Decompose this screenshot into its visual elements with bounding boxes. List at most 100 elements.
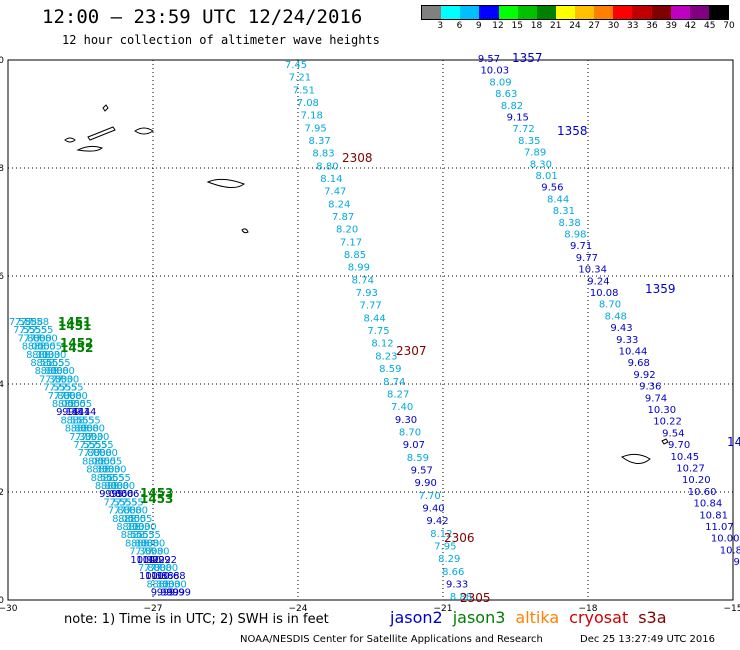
wave-value-west: 7.80 (23, 333, 45, 344)
wave-value-west: 8.30 (116, 522, 138, 533)
lon-tick-label: −30 (0, 604, 18, 614)
legend-entry-s3a: s3a (638, 608, 667, 627)
wave-value-2308: 7.51 (293, 85, 315, 96)
wave-value-1357: 9.36 (639, 382, 661, 393)
wave-value-west: 8.55 (78, 415, 100, 426)
pass-label-2307: 2307 (396, 344, 427, 358)
wave-value-west: 8.80 (137, 538, 159, 549)
wave-value-west: 8.55 (109, 473, 131, 484)
lat-tick-label: 40 (0, 56, 4, 66)
wave-value-west: 8.80 (143, 538, 165, 549)
wave-value-2308: 9.42 (426, 516, 448, 527)
scale-label: 18 (530, 21, 543, 31)
wave-value-west: 8.55 (97, 473, 119, 484)
wave-value-west: 7.80 (138, 563, 160, 574)
wave-value-1357: 9.33 (616, 335, 638, 346)
wave-value-1357: 9.57 (478, 54, 500, 65)
wave-value-west: 7.30 (135, 547, 157, 558)
wave-value-1357: 10.60 (688, 487, 717, 498)
pass-label-west: 1453 (140, 492, 173, 506)
wave-value-1357: 10.20 (682, 475, 711, 486)
wave-value-2308: 8.12 (430, 529, 452, 540)
wave-value-west: 8.05 (70, 399, 92, 410)
wave-value-west: 10.92 (142, 555, 171, 566)
wave-value-west: 8.05 (112, 514, 134, 525)
scale-swatch (651, 6, 671, 19)
wave-value-1357: 8.35 (518, 136, 540, 147)
island-flores (102, 104, 109, 112)
scale-swatch (555, 6, 575, 19)
wave-value-west: 8.30 (122, 522, 144, 533)
scale-label: 12 (492, 21, 504, 31)
wave-value-west: 10.92 (136, 555, 165, 566)
wave-value-2308: 9.90 (415, 478, 437, 489)
pass-label-west: 1452 (60, 341, 93, 355)
scale-swatch (613, 6, 633, 19)
wave-value-1357: 9.43 (610, 323, 632, 334)
wave-value-west: 8.80 (107, 481, 129, 492)
scale-swatch (479, 6, 499, 19)
lat-tick-label: 30 (0, 596, 4, 606)
wave-value-1357: 9.68 (628, 358, 650, 369)
scale-label: 6 (456, 21, 463, 31)
wave-value-west: 7.80 (108, 506, 130, 517)
wave-value-1357: 9.15 (507, 113, 529, 124)
pass-label-2305: 2305 (460, 591, 491, 605)
lat-tick-label: 32 (0, 488, 4, 498)
wave-value-west: 7.55 (13, 325, 35, 336)
wave-value-west: 10.92 (148, 555, 177, 566)
wave-value-west: 8.05 (124, 514, 146, 525)
wave-value-west: 8.80 (113, 481, 135, 492)
wave-value-west: 7.55 (115, 497, 137, 508)
scale-label: 27 (588, 21, 600, 31)
wave-value-west: 8.80 (95, 481, 117, 492)
wave-value-west: 7.80 (29, 333, 51, 344)
wave-value-1357: 8.48 (605, 311, 627, 322)
wave-value-2308: 8.85 (344, 250, 366, 261)
wave-value-1357: 10.45 (671, 452, 700, 463)
wave-value-1357: 10.03 (480, 66, 509, 77)
wave-height-color-scale (421, 5, 729, 20)
pass-label-14: 14 (727, 435, 740, 449)
wave-value-1357: 8.09 (489, 77, 511, 88)
pass-label-west: 1451 (58, 315, 91, 329)
wave-value-1357: 10.27 (676, 464, 705, 475)
scale-swatch (498, 6, 518, 19)
wave-value-west: 8.80 (53, 366, 75, 377)
wave-value-west: 9.99 (163, 588, 185, 599)
lon-tick-label: −24 (289, 604, 308, 614)
wave-value-west: 7.30 (45, 374, 67, 385)
wave-value-west: 7.30 (129, 547, 151, 558)
wave-value-2308: 8.88 (450, 592, 472, 603)
lat-tick-label: 38 (0, 164, 4, 174)
wave-value-2308: 9.30 (395, 415, 417, 426)
wave-value-west: 8.80 (35, 366, 57, 377)
wave-value-west: 8.80 (77, 424, 99, 435)
wave-value-west: 8.55 (103, 473, 125, 484)
page-subtitle: 12 hour collection of altimeter wave hei… (62, 33, 380, 47)
wave-value-west: 8.55 (72, 415, 94, 426)
wave-value-west: 8.30 (98, 465, 120, 476)
wave-value-west: 9.06 (117, 489, 139, 500)
wave-value-west: 8.55 (48, 358, 70, 369)
wave-value-1357: 10.22 (653, 417, 682, 428)
wave-value-west: 8.55 (42, 358, 64, 369)
scale-label: 33 (627, 21, 639, 31)
wave-value-west: 8.30 (32, 350, 54, 361)
wave-value-2308: 7.45 (285, 60, 307, 71)
wave-value-west: 8.05 (28, 342, 50, 353)
scale-swatch (536, 6, 556, 19)
wave-value-2308: 8.59 (407, 453, 429, 464)
wave-value-1357: 9.74 (645, 393, 667, 404)
wave-value-west: 9.99 (151, 588, 173, 599)
island-sao-miguel (206, 178, 246, 188)
wave-value-2308: 8.83 (312, 149, 334, 160)
pass-label-2308: 2308 (342, 151, 373, 165)
wave-value-west: 7.55 (79, 440, 101, 451)
wave-value-west: 8.55 (66, 415, 88, 426)
wave-value-2308: 8.29 (438, 554, 460, 565)
wave-value-west: 8.30 (164, 579, 186, 590)
wave-value-1357: 10.81 (699, 510, 728, 521)
scale-label: 70 (723, 21, 735, 31)
